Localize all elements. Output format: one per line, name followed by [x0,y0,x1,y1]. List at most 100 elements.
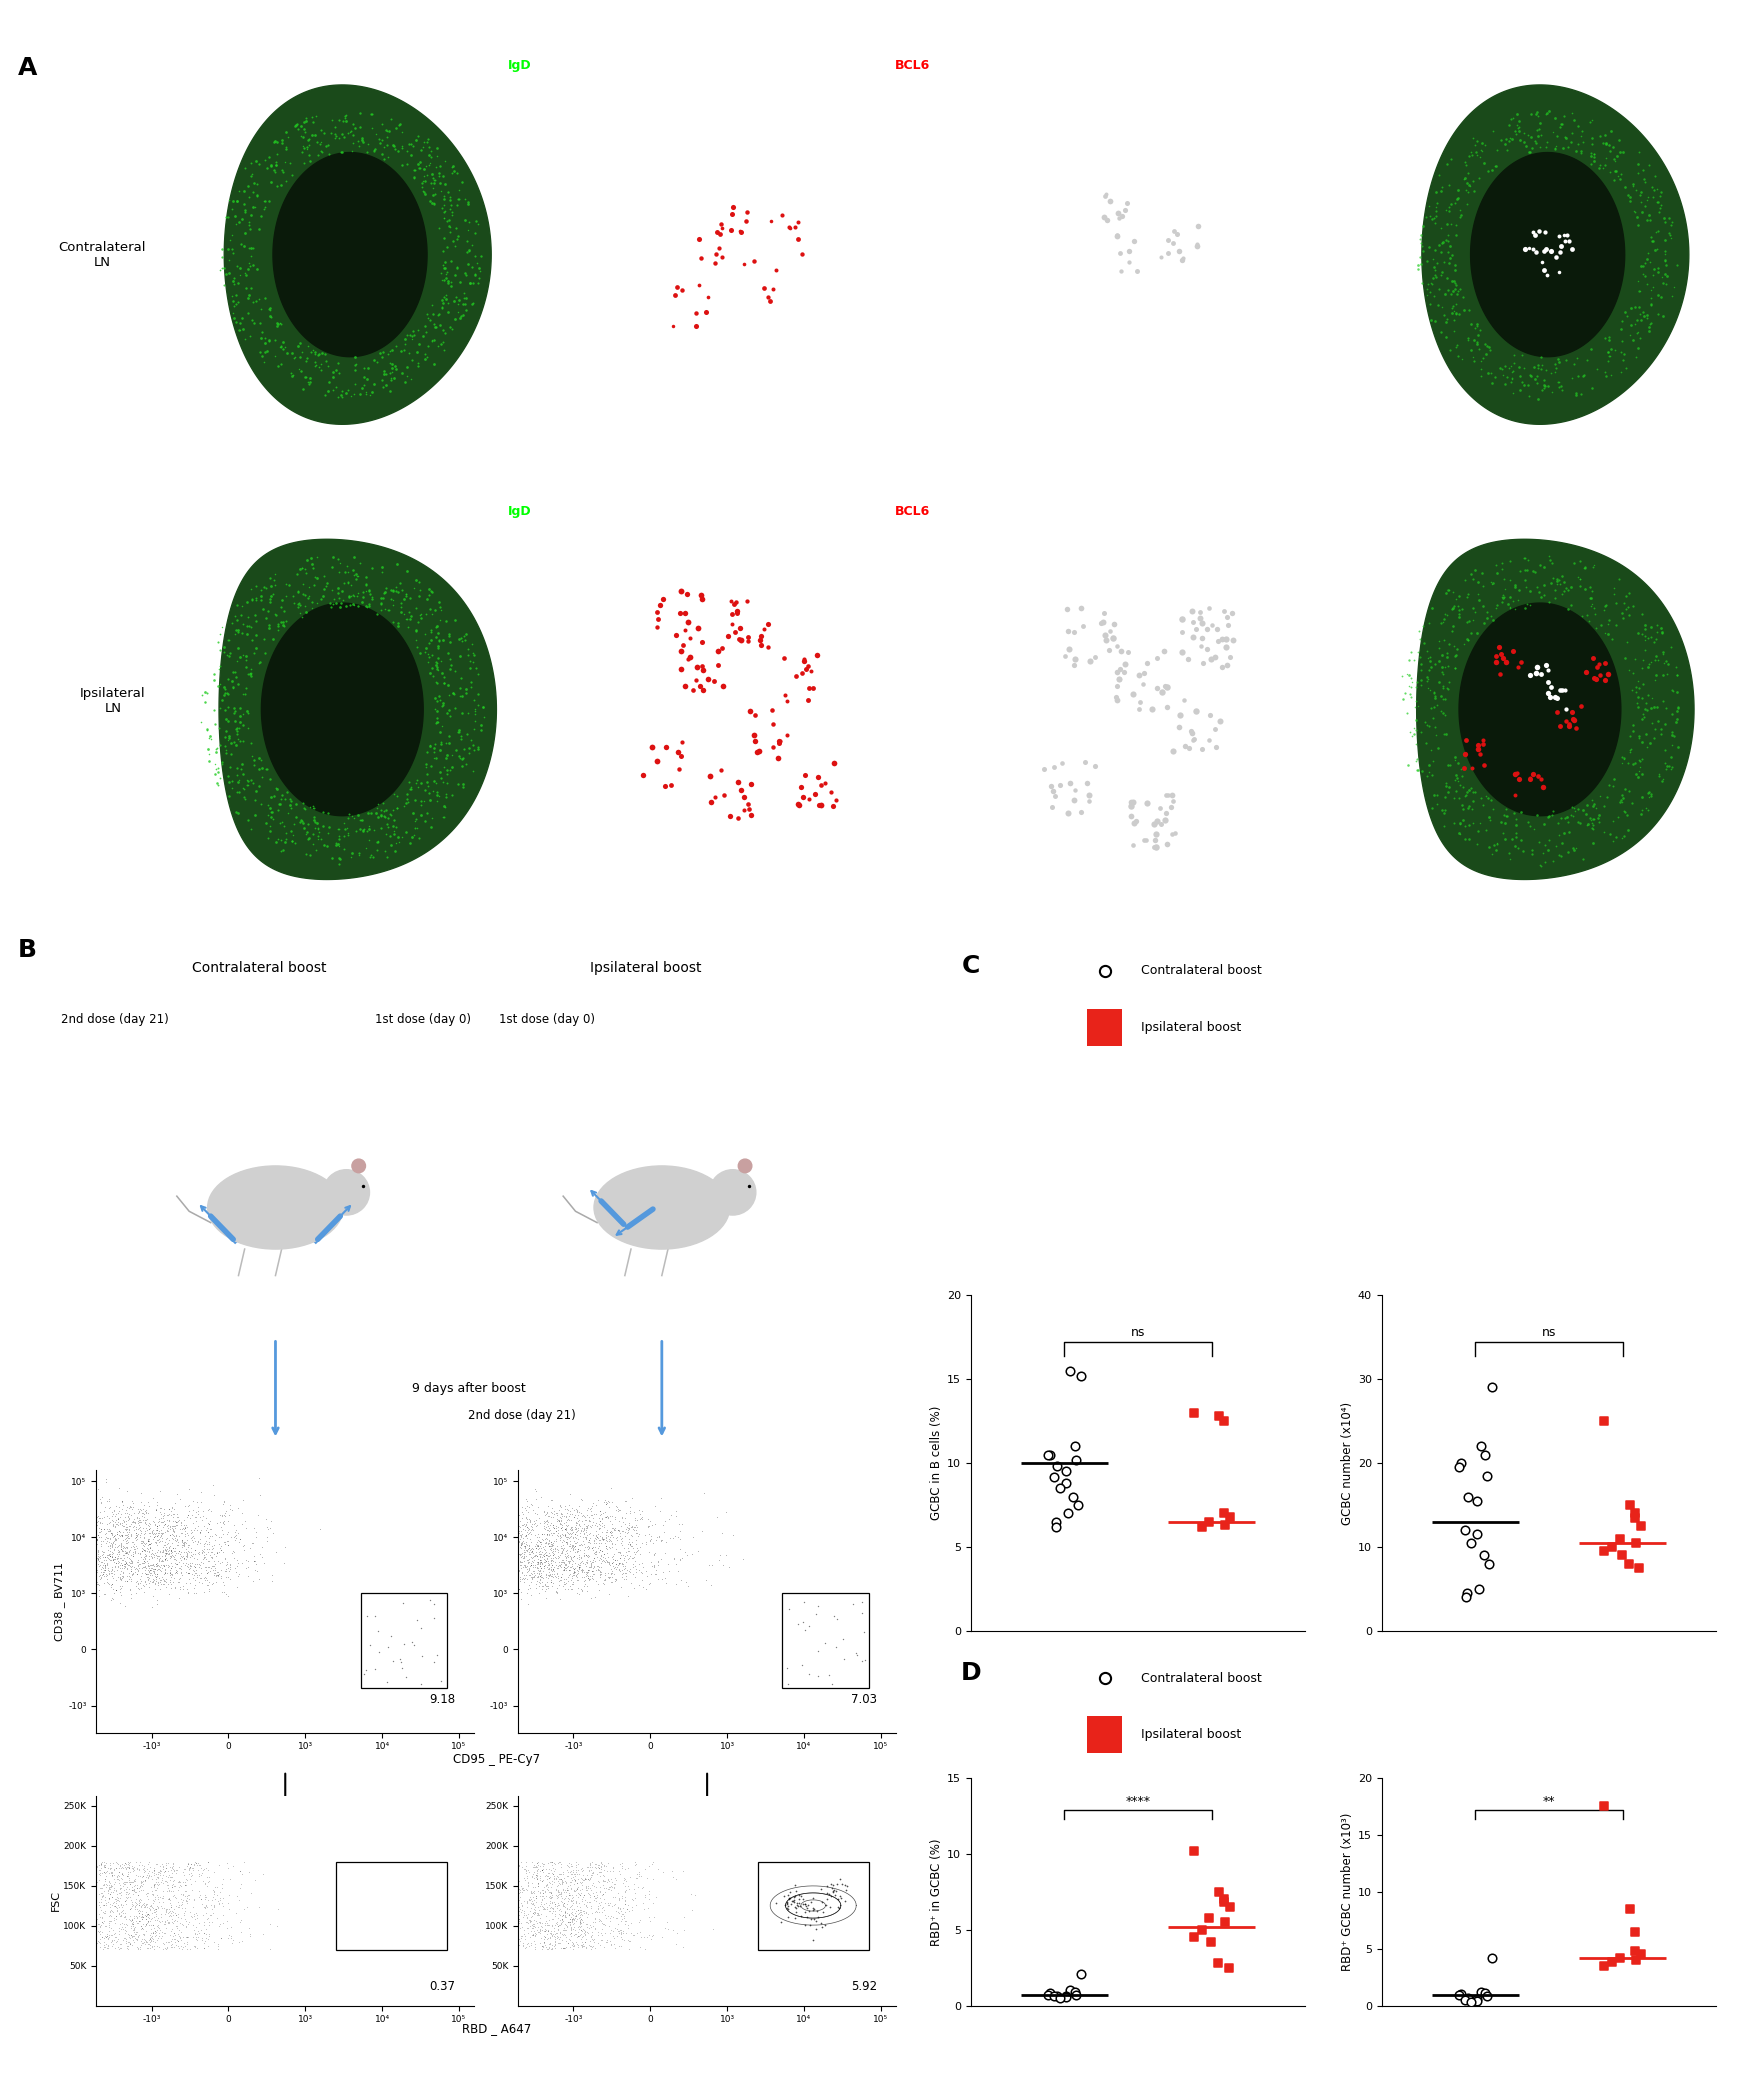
Point [558,1856,586,1890]
Point [528,1922,556,1955]
Point [428,284,456,317]
Point [575,1877,603,1911]
Point [273,817,301,850]
Point [149,1873,177,1907]
Point [1662,248,1690,281]
Point [217,1552,245,1586]
Point [587,1497,615,1531]
Point [1412,244,1440,277]
Point [434,668,461,701]
Point [544,1890,572,1924]
Point [542,1861,570,1894]
Point [175,1535,203,1569]
Point [0,1541,12,1575]
Point [136,1928,164,1961]
Point [101,1550,129,1583]
Point [509,1873,537,1907]
Point [47,1510,75,1544]
Point [514,1533,542,1567]
Point [704,634,732,668]
Point [1552,592,1580,626]
Point [593,1924,621,1957]
Point [156,1894,184,1928]
Point [89,1567,117,1600]
Point [94,1554,122,1588]
Point [21,1518,49,1552]
Point [561,1516,589,1550]
Point [428,313,456,346]
Point [451,1527,479,1560]
Point [1103,195,1131,229]
Point [1458,785,1486,819]
Point [212,1548,239,1581]
Point [509,1512,537,1546]
Point [579,1537,607,1571]
Point [121,1514,149,1548]
Point [1488,817,1516,850]
Point [105,1858,133,1892]
Point [456,724,484,758]
Point [531,1892,559,1926]
Point [161,1510,189,1544]
Point [156,1917,184,1951]
Point [413,735,440,769]
Point [241,773,269,806]
Point [161,1491,189,1525]
Point [603,1919,631,1953]
Point [481,1535,509,1569]
Point [138,1556,166,1590]
Point [582,1894,610,1928]
Point [180,1917,208,1951]
Point [194,1520,222,1554]
Point [484,1888,512,1922]
Point [1617,170,1645,204]
Point [404,821,432,855]
Point [0,1552,14,1586]
Point [470,1550,498,1583]
Point [128,1926,156,1959]
Point [1523,760,1550,794]
Point [84,1533,112,1567]
Point [570,1880,598,1913]
Point [778,1884,806,1917]
Point [545,1865,573,1898]
Point [105,1537,133,1571]
Point [213,1529,241,1562]
Point [100,1886,128,1919]
Point [201,1558,229,1592]
Point [170,1930,198,1964]
Point [297,118,325,151]
Point [512,1558,540,1592]
Point [540,1917,568,1951]
Point [129,1539,157,1573]
Point [156,1898,184,1932]
Point [1547,578,1575,611]
Point [523,1854,551,1888]
Point [589,1508,617,1541]
Point [420,187,447,220]
Point [608,1554,636,1588]
Point [1444,174,1472,208]
Point [558,1898,586,1932]
Point [493,1541,521,1575]
Point [559,1539,587,1573]
Point [519,1875,547,1909]
Point [537,1491,565,1525]
Point [495,1890,523,1924]
Point [68,1903,96,1936]
Point [164,1562,192,1596]
Point [1439,806,1467,840]
Point [656,1520,683,1554]
Point [570,1554,598,1588]
Point [420,162,447,195]
Point [225,313,253,346]
Point [619,1535,647,1569]
Point [559,1896,587,1930]
Point [1068,609,1096,643]
Point [1458,122,1486,155]
Point [1044,1449,1072,1483]
Point [521,1896,549,1930]
Point [521,1531,549,1564]
Point [1542,120,1570,153]
Point [621,1544,649,1577]
